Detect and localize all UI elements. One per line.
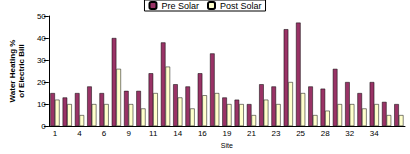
svg-text:32: 32	[345, 129, 354, 138]
svg-text:40: 40	[37, 34, 46, 43]
svg-text:50: 50	[37, 12, 46, 21]
svg-text:14: 14	[173, 129, 182, 138]
svg-text:23: 23	[272, 129, 281, 138]
svg-text:19: 19	[222, 129, 231, 138]
svg-text:20: 20	[37, 78, 46, 87]
svg-text:Post Solar: Post Solar	[220, 1, 262, 11]
svg-text:4: 4	[77, 129, 82, 138]
svg-text:25: 25	[296, 129, 305, 138]
svg-text:21: 21	[247, 129, 256, 138]
svg-text:Water Heating %: Water Heating %	[8, 40, 17, 103]
svg-text:6: 6	[102, 129, 107, 138]
svg-text:Pre Solar: Pre Solar	[161, 1, 199, 11]
svg-text:Site: Site	[221, 142, 233, 149]
svg-text:16: 16	[198, 129, 207, 138]
svg-text:9: 9	[126, 129, 131, 138]
svg-text:0: 0	[41, 122, 46, 131]
svg-text:28: 28	[321, 129, 330, 138]
svg-text:30: 30	[37, 56, 46, 65]
svg-text:10: 10	[37, 100, 46, 109]
svg-text:of Electric Bill: of Electric Bill	[17, 44, 26, 97]
svg-text:34: 34	[370, 129, 379, 138]
svg-text:1: 1	[53, 129, 58, 138]
svg-text:11: 11	[149, 129, 158, 138]
